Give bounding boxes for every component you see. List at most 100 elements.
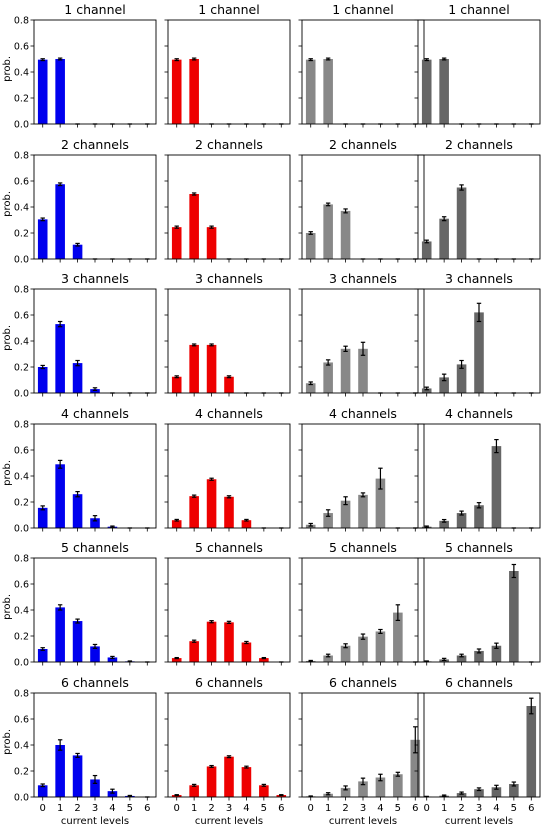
panel-r3-c2: 3 channels (164, 271, 291, 397)
panel-r3-c4: 3 channels (414, 271, 541, 397)
error-bar-0 (40, 364, 45, 370)
error-bar-5 (261, 783, 267, 787)
panel-r2-c2: 2 channels (164, 137, 291, 263)
panel-title: 4 channels (445, 406, 513, 421)
y-tick-label: 0.0 (14, 524, 29, 535)
error-bar-2 (343, 345, 348, 352)
panel-r5-c2: 5 channels (164, 540, 291, 666)
error-bar-1 (191, 192, 197, 196)
x-tick-label: 2 (458, 803, 464, 814)
y-tick-label: 0.0 (14, 120, 29, 131)
bar-1 (439, 520, 449, 528)
panel-title: 1 channel (64, 2, 125, 17)
error-bar-0 (308, 522, 313, 527)
error-bar-3 (476, 787, 482, 792)
error-bar-0 (424, 239, 429, 244)
bar-1 (189, 641, 199, 662)
bar-3 (90, 646, 100, 662)
panel-r1-c3: 1 channel (298, 2, 425, 128)
error-bar-4 (244, 765, 249, 769)
bar-0 (305, 383, 316, 393)
error-bar-2 (459, 653, 464, 658)
error-bar-1 (441, 57, 447, 61)
bar-0 (171, 520, 182, 528)
bar-1 (55, 607, 65, 662)
bar-0 (421, 59, 432, 124)
error-bar-2 (75, 491, 80, 498)
axes-frame (167, 154, 291, 260)
x-tick-label: 0 (308, 803, 314, 814)
y-tick-label: 0.8 (14, 420, 29, 431)
bar-2 (456, 513, 467, 528)
bar-2 (340, 210, 351, 259)
bar-1 (55, 464, 65, 528)
bar-1 (323, 362, 333, 393)
x-axis-label: current levels (61, 816, 129, 827)
bar-3 (358, 636, 368, 662)
error-bar-2 (459, 359, 464, 369)
bar-5 (393, 774, 403, 797)
error-bar-1 (325, 792, 331, 796)
panel-title: 5 channels (195, 540, 263, 555)
bar-0 (37, 649, 48, 662)
axes-frame (417, 19, 541, 125)
error-bar-0 (174, 656, 179, 660)
error-bar-1 (57, 182, 63, 187)
panel-title: 6 channels (329, 675, 397, 690)
bar-1 (189, 785, 199, 797)
error-bar-1 (191, 783, 197, 787)
bar-2 (340, 645, 351, 662)
x-tick-label: 0 (424, 803, 430, 814)
y-tick-label: 0.0 (14, 658, 29, 669)
y-tick-label: 0.8 (14, 285, 29, 296)
x-tick-label: 2 (208, 803, 214, 814)
bar-1 (439, 377, 449, 393)
bar-0 (171, 376, 182, 393)
error-bar-2 (75, 752, 80, 758)
axes-frame (33, 19, 157, 125)
panel-r5-c1: 5 channels 0.0 0.2 0.4 0.6 0.8 prob. (2, 540, 157, 669)
bar-6 (526, 706, 537, 797)
x-tick-label: 6 (144, 803, 150, 814)
y-tick-label: 0.4 (14, 337, 29, 348)
bar-1 (323, 513, 333, 528)
error-bar-3 (360, 633, 366, 640)
panel-title: 5 channels (61, 540, 129, 555)
error-bar-2 (459, 510, 464, 516)
error-bar-1 (441, 373, 447, 382)
panel-r4-c4: 4 channels (414, 406, 541, 532)
panel-r6-c3: 6 channels 0 1 2 3 4 5 6 current levels (298, 675, 425, 827)
error-bar-1 (191, 494, 197, 498)
panel-title: 5 channels (329, 540, 397, 555)
panel-r4-c3: 4 channels (298, 406, 425, 532)
error-bar-2 (459, 791, 464, 795)
error-bar-4 (244, 518, 249, 522)
error-bar-2 (209, 477, 214, 481)
axes-frame (301, 154, 425, 260)
error-bar-6 (279, 794, 284, 797)
panel-r1-c2: 1 channel (164, 2, 291, 128)
panel-r4-c2: 4 channels (164, 406, 291, 532)
y-tick-label: 0.4 (14, 203, 29, 214)
error-bar-4 (494, 784, 499, 790)
error-bar-5 (127, 794, 133, 798)
y-tick-label: 0.8 (14, 689, 29, 700)
x-tick-label: 1 (325, 803, 331, 814)
error-bar-1 (441, 518, 447, 523)
panel-r2-c1: 2 channels 0.0 0.2 0.4 0.6 0.8 prob. (2, 137, 157, 266)
x-tick-label: 3 (476, 803, 482, 814)
bar-2 (206, 227, 217, 259)
bar-1 (189, 194, 199, 259)
error-bar-0 (424, 58, 429, 62)
bar-0 (421, 388, 432, 393)
error-bar-0 (174, 518, 179, 522)
error-bar-1 (191, 343, 197, 347)
error-bar-2 (75, 618, 80, 624)
bar-4 (241, 767, 252, 797)
bar-4 (491, 787, 502, 797)
error-bar-1 (325, 57, 331, 61)
bar-4 (491, 446, 502, 528)
bar-3 (224, 622, 234, 662)
y-tick-label: 0.2 (14, 632, 29, 643)
